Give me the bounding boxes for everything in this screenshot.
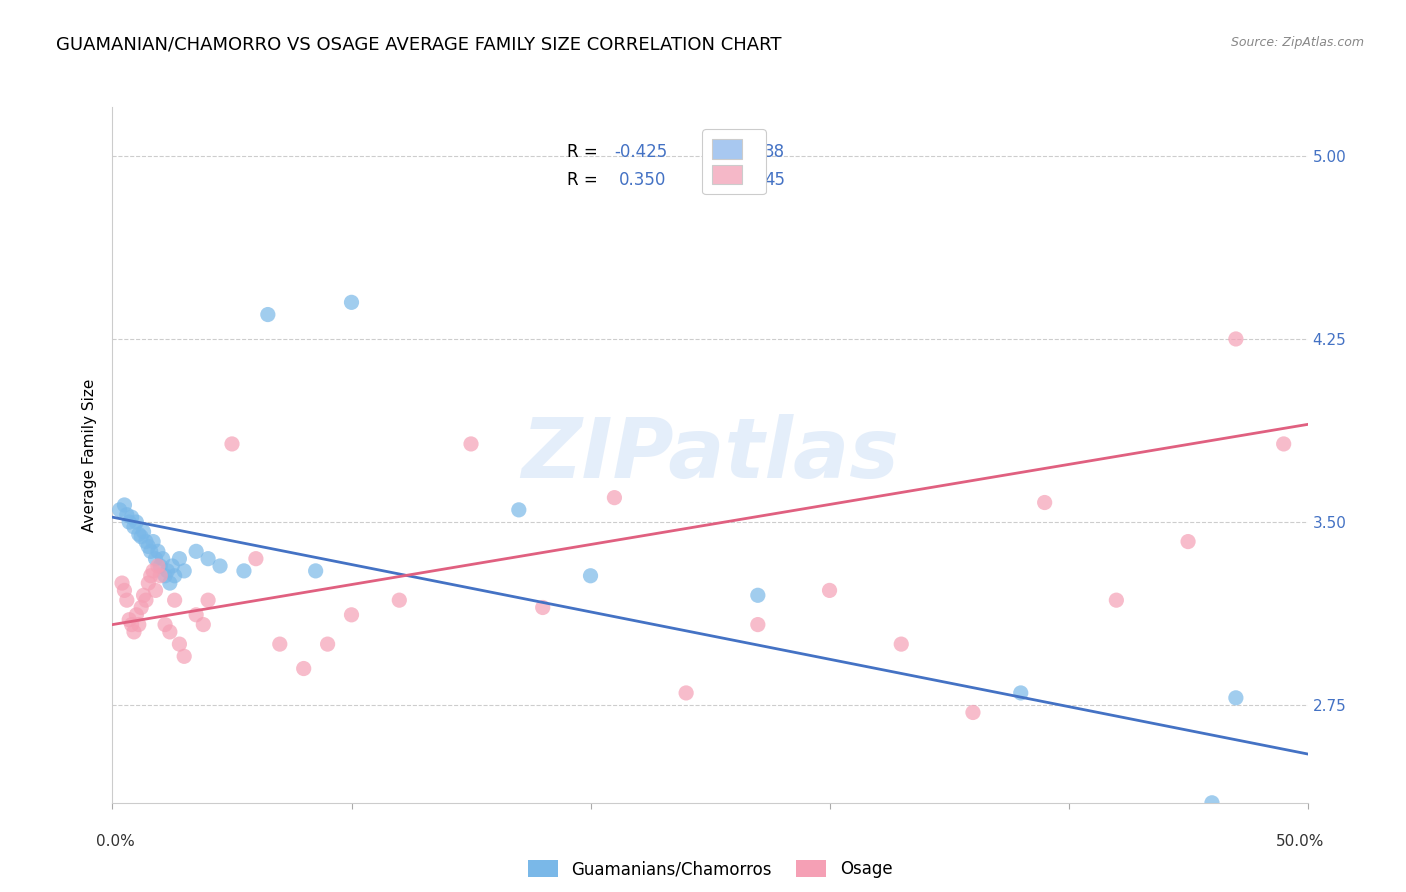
Point — [139, 544, 162, 558]
Point — [579, 568, 602, 582]
Point — [142, 534, 165, 549]
Point — [173, 564, 195, 578]
Point — [460, 437, 482, 451]
Text: 0.0%: 0.0% — [96, 834, 135, 849]
Point — [1033, 495, 1056, 509]
Text: R =: R = — [567, 144, 603, 161]
Text: -0.425: -0.425 — [614, 144, 668, 161]
Point — [162, 559, 183, 574]
Point — [193, 617, 215, 632]
Text: 50.0%: 50.0% — [1277, 834, 1324, 849]
Point — [1225, 332, 1247, 346]
Legend: Guamanians/Chamorros, Osage: Guamanians/Chamorros, Osage — [522, 854, 898, 885]
Point — [197, 551, 219, 566]
Point — [1105, 593, 1128, 607]
Point — [132, 524, 155, 539]
Point — [159, 576, 181, 591]
Point — [186, 607, 208, 622]
Point — [128, 617, 150, 632]
Point — [156, 564, 179, 578]
Point — [197, 593, 219, 607]
Point — [675, 686, 697, 700]
Point — [115, 508, 138, 522]
Point — [508, 503, 530, 517]
Point — [142, 564, 165, 578]
Point — [132, 588, 155, 602]
Point — [114, 583, 135, 598]
Point — [292, 661, 315, 675]
Point — [269, 637, 291, 651]
Point — [146, 544, 169, 558]
Point — [169, 637, 191, 651]
Text: R =: R = — [567, 171, 607, 189]
Point — [531, 600, 554, 615]
Text: N =: N = — [716, 171, 763, 189]
Point — [1177, 534, 1199, 549]
Point — [818, 583, 841, 598]
Point — [145, 583, 167, 598]
Point — [108, 503, 131, 517]
Point — [186, 544, 208, 558]
Point — [209, 559, 232, 574]
Point — [121, 617, 143, 632]
Point — [135, 593, 157, 607]
Point — [603, 491, 626, 505]
Point — [233, 564, 256, 578]
Point — [1225, 690, 1247, 705]
Point — [169, 551, 191, 566]
Text: 38: 38 — [763, 144, 785, 161]
Point — [747, 617, 769, 632]
Point — [114, 498, 135, 512]
Point — [138, 576, 160, 591]
Point — [163, 593, 186, 607]
Point — [135, 534, 157, 549]
Point — [121, 510, 143, 524]
Text: ZIPatlas: ZIPatlas — [522, 415, 898, 495]
Y-axis label: Average Family Size: Average Family Size — [82, 378, 97, 532]
Point — [122, 520, 145, 534]
Point — [125, 515, 148, 529]
Point — [149, 559, 172, 574]
Point — [125, 607, 148, 622]
Point — [128, 527, 150, 541]
Text: 0.350: 0.350 — [619, 171, 666, 189]
Point — [890, 637, 912, 651]
Point — [316, 637, 339, 651]
Point — [149, 568, 172, 582]
Text: Source: ZipAtlas.com: Source: ZipAtlas.com — [1230, 36, 1364, 49]
Point — [173, 649, 195, 664]
Point — [747, 588, 769, 602]
Point — [139, 568, 162, 582]
Text: 45: 45 — [763, 171, 785, 189]
Point — [340, 607, 363, 622]
Point — [163, 568, 186, 582]
Point — [153, 617, 176, 632]
Point — [1201, 796, 1223, 810]
Text: GUAMANIAN/CHAMORRO VS OSAGE AVERAGE FAMILY SIZE CORRELATION CHART: GUAMANIAN/CHAMORRO VS OSAGE AVERAGE FAMI… — [56, 36, 782, 54]
Point — [111, 576, 134, 591]
Text: N =: N = — [716, 144, 763, 161]
Point — [146, 559, 169, 574]
Point — [122, 624, 145, 639]
Point — [305, 564, 328, 578]
Point — [138, 540, 160, 554]
Point — [115, 593, 138, 607]
Point — [129, 530, 152, 544]
Point — [145, 551, 167, 566]
Point — [152, 551, 174, 566]
Point — [245, 551, 267, 566]
Point — [340, 295, 363, 310]
Point — [1010, 686, 1032, 700]
Point — [221, 437, 243, 451]
Point — [257, 308, 280, 322]
Point — [118, 613, 141, 627]
Point — [159, 624, 181, 639]
Point — [1272, 437, 1295, 451]
Point — [388, 593, 411, 607]
Point — [962, 706, 984, 720]
Point — [129, 600, 152, 615]
Point — [118, 515, 141, 529]
Point — [153, 568, 176, 582]
